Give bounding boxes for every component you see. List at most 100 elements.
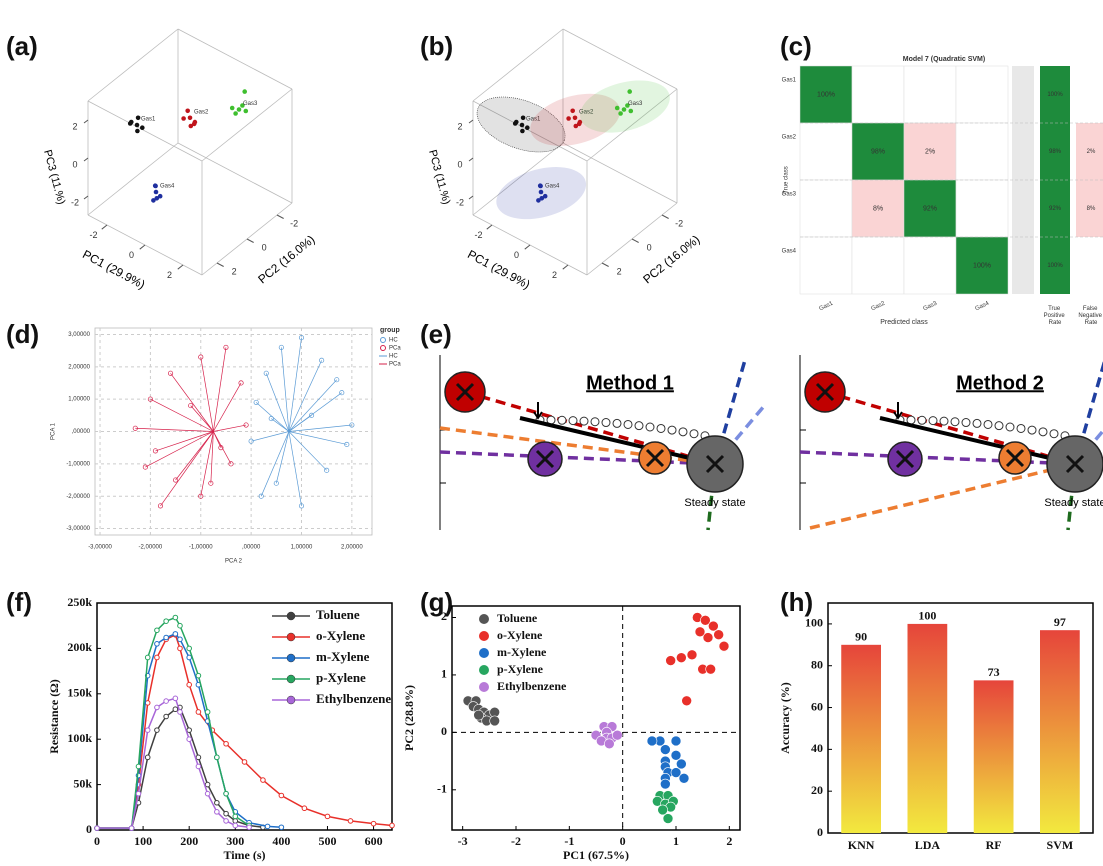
x-tick-label: -2 [89,230,97,240]
z-tick-label: 0 [457,160,462,170]
response-point [928,416,938,426]
x-tick [101,224,108,230]
point [301,805,308,812]
legend-marker [479,614,489,624]
point [223,740,229,747]
cell-label: 100% [973,262,991,269]
bar-label: 97 [1054,615,1066,629]
x-tick [177,264,184,270]
y-tick-label: 1,00000 [68,397,90,403]
molecule-icon [815,382,835,402]
response-point [917,415,927,425]
x-axis-label: PC1 (67.5%) [563,848,629,862]
point [577,119,583,125]
point [154,641,160,647]
response-point [568,416,578,426]
point [694,626,706,638]
y-tick-label: 100 [805,616,823,630]
y-tick [246,238,254,243]
cell [799,65,853,124]
point [573,123,579,129]
point [172,631,179,637]
box-edge [87,100,203,162]
legend-label: o-Xylene [316,628,365,643]
point [214,809,220,815]
point [186,727,192,733]
point [157,193,163,199]
point [233,111,238,116]
x-tick-label: 300 [226,834,244,848]
row-label: Gas4 [782,249,797,255]
plot-frame [827,602,1094,834]
point [185,108,190,114]
fit-line [706,463,717,531]
empty-cell [799,236,853,295]
empty-cell [955,179,1009,238]
point [192,119,198,125]
point [232,813,239,820]
molecule-icon [535,449,555,469]
y-tick-label: -1,00000 [66,461,90,467]
point [702,632,714,643]
point [195,754,202,761]
loading-line [288,431,347,445]
point-label: Gas2 [579,109,594,115]
cell-label: 2% [925,148,935,155]
z-tick [83,195,89,200]
x-tick [486,224,493,230]
y-tick-label: 0 [262,242,267,252]
point [278,824,285,831]
point [144,727,151,733]
z-tick-label: -2 [71,198,79,208]
point [334,377,340,383]
z-tick-label: -2 [456,198,464,208]
y-tick-label: 0 [441,724,447,738]
y-tick-label: -2 [675,218,683,228]
x-tick-label: 1 [673,834,679,848]
point [260,777,266,783]
x-tick-label: 600 [365,834,383,848]
empty-cell [799,122,853,181]
point [718,640,730,652]
point [198,354,204,360]
point [195,709,202,715]
box-edge [586,88,678,162]
x-axis-label: Time (s) [223,848,265,862]
summary-cell [1076,123,1103,180]
point [520,128,525,134]
point [670,750,682,761]
legend-label: p-Xylene [316,670,366,685]
legend-marker [380,337,386,343]
column-label: Gas2 [870,300,886,312]
y-axis-label: PCA 1 [51,422,57,440]
loading-line [145,431,214,468]
point [204,709,211,715]
fit-line [809,462,1076,530]
response-point [623,419,633,429]
point [708,620,719,632]
trend-line [879,416,1076,466]
matrix-title: Model 7 (Quadratic SVM) [903,56,985,63]
point [232,818,239,824]
empty-cell [1076,66,1103,123]
fit-line [713,403,767,466]
x-tick [139,244,146,250]
box-edge [177,28,293,90]
cell [903,179,957,238]
loading-line [288,431,327,471]
y-tick-label: 50k [73,776,92,790]
x-tick-label: 0 [94,834,100,848]
point [681,695,692,707]
y-tick-label: 60 [811,699,823,713]
point [520,115,526,121]
point [154,196,160,201]
legend-marker [286,611,296,621]
y-axis-label: True class [784,166,790,193]
z-tick [468,157,474,162]
point [264,823,271,830]
point [223,810,229,817]
summary-cell [1040,237,1070,294]
point [163,713,169,720]
loading-line [271,418,290,432]
point [140,125,145,130]
